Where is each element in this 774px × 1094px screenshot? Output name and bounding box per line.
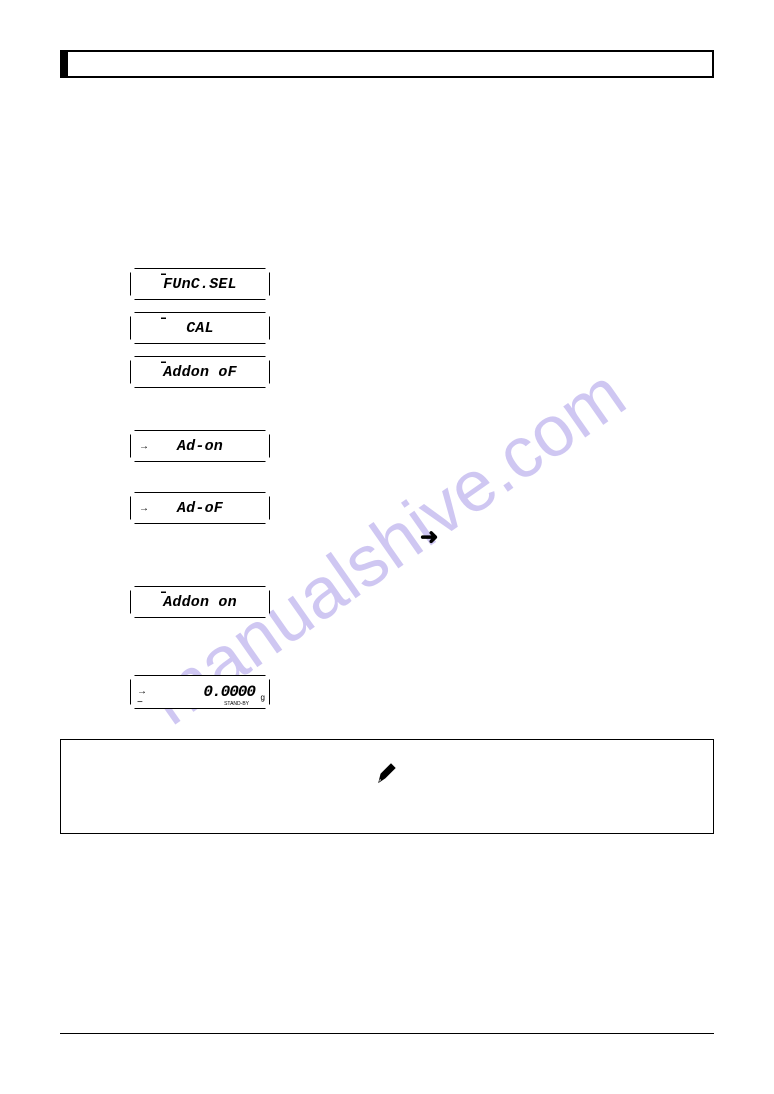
lcd-text-addon-of: Addon oF (163, 364, 237, 381)
arrow-right-icon: ➜ (420, 524, 438, 550)
lcd-addon-on: ▬ Addon on (130, 586, 270, 618)
lcd-ad-on: → Ad-on (130, 430, 270, 462)
lcd-text-cal: CAL (186, 320, 214, 337)
menu-label-icon: ▬ (161, 589, 166, 595)
lcd-cal: ▬ CAL (130, 312, 270, 344)
lcd-text-ad-of: Ad-oF (177, 500, 223, 517)
lcd-funcsel: ▬ FUnC.SEL (130, 268, 270, 300)
lcd-result-unit: g (261, 693, 265, 702)
menu-label-icon: ▬ (161, 315, 166, 321)
manual-page: ▬ FUnC.SEL ▬ CAL ▬ Addon oF → Ad-on → Ad… (0, 0, 774, 1094)
lcd-text-addon-on: Addon on (163, 594, 237, 611)
stand-by-label: STAND-BY (224, 701, 249, 707)
pencil-icon (373, 760, 401, 793)
lcd-text-funcsel: FUnC.SEL (163, 276, 237, 293)
lcd-addon-of: ▬ Addon oF (130, 356, 270, 388)
section-title-box (60, 50, 714, 78)
note-box (60, 739, 714, 834)
menu-label-icon: ▬ (161, 359, 166, 365)
stable-indicator-icon: →− (137, 686, 147, 708)
lcd-ad-of: → Ad-oF (130, 492, 270, 524)
menu-label-icon: ▬ (161, 271, 166, 277)
footer-divider (60, 1033, 714, 1034)
lcd-result: →− 0.0000 g STAND-BY (130, 675, 270, 709)
lcd-result-value: 0.0000 (203, 683, 255, 701)
lcd-text-ad-on: Ad-on (177, 438, 223, 455)
arrow-indicator-icon: → (139, 441, 149, 452)
arrow-indicator-icon: → (139, 503, 149, 514)
